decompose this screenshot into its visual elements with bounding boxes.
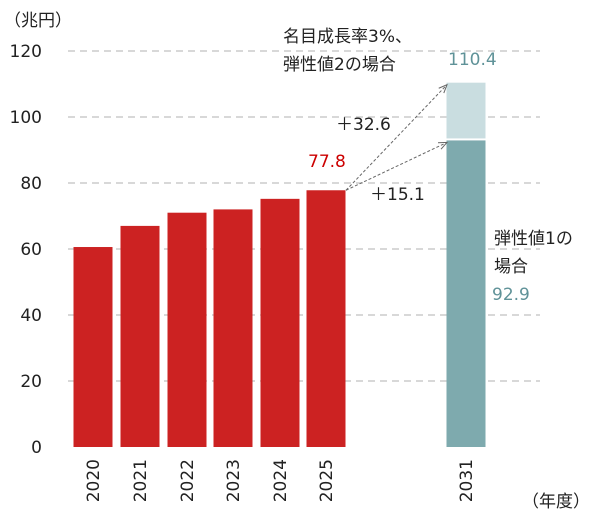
label-110-4: 110.4	[448, 50, 497, 70]
arrowhead-1	[438, 83, 448, 94]
label-77-8: 77.8	[308, 152, 346, 172]
bar-2022	[167, 212, 207, 447]
bar-2024	[260, 198, 300, 447]
y-tick-label: 100	[10, 108, 42, 128]
arrow-2	[345, 141, 448, 191]
x-tick-label: 2020	[84, 459, 104, 502]
bar-2020	[73, 247, 113, 447]
x-tick-label: 2024	[271, 459, 291, 502]
y-tick-label: 60	[20, 240, 42, 260]
y-tick-label: 20	[20, 372, 42, 392]
arrowhead-2	[437, 141, 449, 150]
scenario-1-line1: 弾性値1の	[494, 229, 573, 249]
label-92-9: 92.9	[492, 285, 530, 305]
y-tick-label: 40	[20, 306, 42, 326]
increase-1-label: ＋15.1	[370, 185, 425, 205]
y-tick-label: 120	[10, 42, 42, 62]
scenario-2-line1: 名目成長率3%、	[283, 27, 412, 47]
bar-2031-base	[446, 140, 486, 447]
x-axis-label: （年度）	[522, 492, 590, 512]
scenario-1-line2: 場合	[494, 257, 528, 277]
bar-2031-top	[446, 82, 486, 139]
y-tick-label: 0	[31, 438, 42, 458]
bar-2021	[120, 225, 160, 447]
increase-2-label: ＋32.6	[336, 115, 391, 135]
bar-2023	[213, 209, 253, 447]
x-tick-label: 2023	[224, 459, 244, 502]
x-tick-label: 2021	[131, 459, 151, 502]
scenario-2-line2: 弾性値2の場合	[283, 55, 396, 75]
x-tick-label: 2022	[178, 459, 198, 502]
arrow-1	[345, 84, 448, 191]
y-tick-label: 80	[20, 174, 42, 194]
bar-2025	[306, 190, 346, 447]
x-tick-label: 2031	[457, 459, 477, 502]
y-unit-label: （兆円）	[4, 11, 72, 31]
x-tick-label: 2025	[317, 459, 337, 502]
